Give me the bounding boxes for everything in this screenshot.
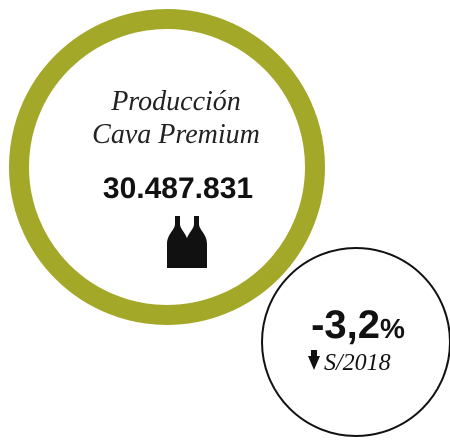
change-value-text: -3,2%: [311, 303, 405, 347]
bottles-icon: [167, 216, 207, 268]
change-unit: %: [380, 313, 405, 344]
change-circle: [261, 247, 450, 437]
down-arrow: [308, 350, 320, 370]
change-value: -3,2: [311, 303, 380, 347]
main-value: 30.487.831: [103, 172, 253, 205]
title-line: Cava Premium: [92, 119, 260, 150]
change-comparison: S/2018: [324, 350, 391, 376]
title-line: Producción: [110, 86, 241, 117]
main-ring: [9, 9, 325, 325]
